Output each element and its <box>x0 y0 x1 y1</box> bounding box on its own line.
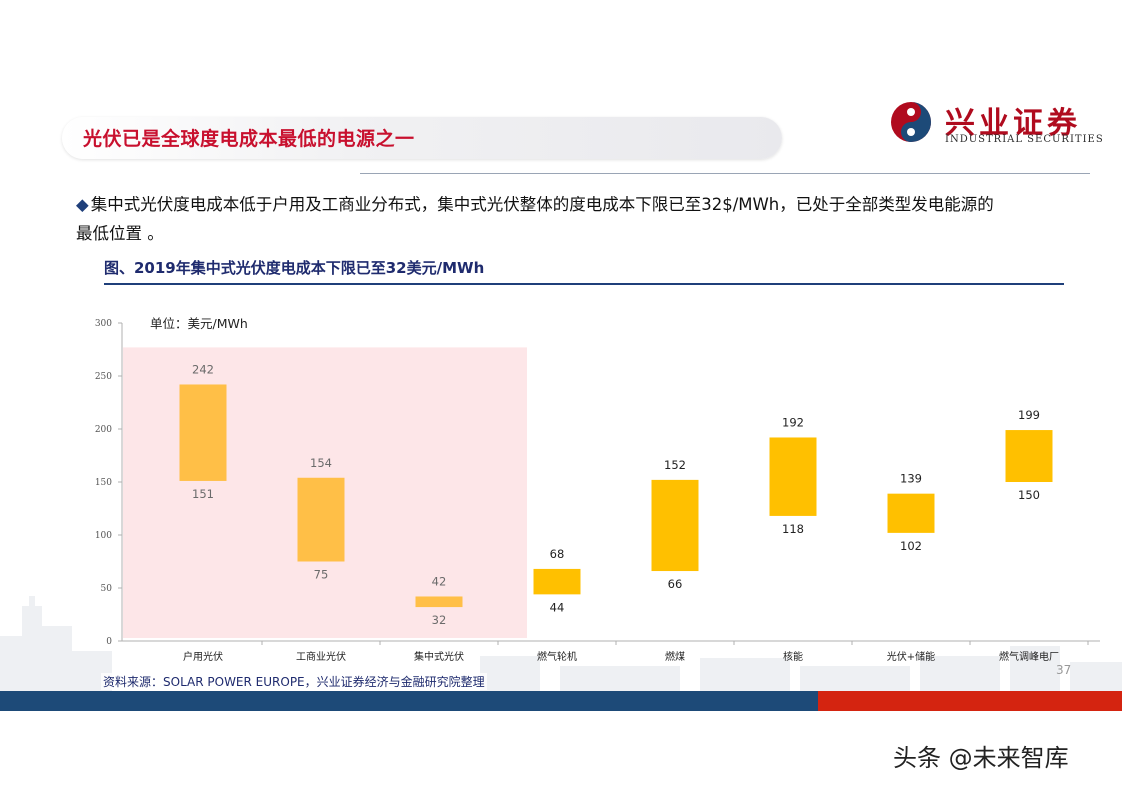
footer-band-red <box>818 691 1122 711</box>
range-bar <box>415 596 463 608</box>
x-category-label: 工商业光伏 <box>296 650 346 663</box>
data-label-high: 154 <box>310 456 332 470</box>
unit-label: 单位：美元/MWh <box>150 316 248 331</box>
data-label-low: 75 <box>314 568 329 582</box>
x-category-label: 燃气轮机 <box>537 650 577 663</box>
footer-band-blue <box>0 691 818 711</box>
data-label-low: 32 <box>432 613 447 627</box>
data-label-high: 199 <box>1018 408 1040 422</box>
range-bar <box>179 384 227 481</box>
data-label-low: 66 <box>668 577 683 591</box>
x-category-label: 户用光伏 <box>183 650 223 663</box>
data-label-low: 102 <box>900 539 922 553</box>
range-bar <box>533 568 581 595</box>
y-tick-label: 250 <box>95 372 112 382</box>
y-tick-label: 0 <box>106 637 112 647</box>
watermark: 头条 @未来智库 <box>893 744 1069 772</box>
data-label-high: 42 <box>432 574 447 588</box>
bullet-text: 集中式光伏度电成本低于户用及工商业分布式，集中式光伏整体的度电成本下限已至32$… <box>76 195 994 243</box>
x-category-label: 集中式光伏 <box>414 650 464 663</box>
page-title: 光伏已是全球度电成本最低的电源之一 <box>83 128 415 150</box>
range-bar <box>651 479 699 572</box>
data-label-low: 44 <box>550 600 565 614</box>
range-bar <box>297 477 345 562</box>
data-label-low: 150 <box>1018 488 1040 502</box>
range-bar <box>769 437 817 516</box>
diamond-bullet-icon: ◆ <box>76 195 89 214</box>
data-label-high: 68 <box>550 547 565 561</box>
logo-text-en: INDUSTRIAL SECURITIES <box>945 134 1104 145</box>
x-category-label: 燃气调峰电厂 <box>999 650 1059 663</box>
page-number: 37 <box>1056 663 1072 677</box>
data-label-low: 118 <box>782 522 804 536</box>
data-label-low: 151 <box>192 487 214 501</box>
range-bar-chart: 0 50 100 150 200 250 300 单位：美元/MWh 242 151 户用光伏 154… <box>95 316 1100 663</box>
city-skyline-decoration <box>0 596 1122 692</box>
bullet-point: ◆ 集中式光伏度电成本低于户用及工商业分布式，集中式光伏整体的度电成本下限已至32… <box>76 190 996 248</box>
figure-title: 图、2019年集中式光伏度电成本下限已至32美元/MWh <box>104 259 485 277</box>
data-label-high: 242 <box>192 362 214 376</box>
y-tick-label: 200 <box>95 425 112 435</box>
y-tick-label: 100 <box>95 531 112 541</box>
figure-title-rule <box>104 283 1064 285</box>
title-banner <box>62 117 782 159</box>
range-bar <box>1005 430 1053 482</box>
x-category-label: 光伏+储能 <box>887 650 935 663</box>
source-note: 资料来源：SOLAR POWER EUROPE，兴业证券经济与金融研究院整理 <box>101 673 487 690</box>
data-label-high: 152 <box>664 458 686 472</box>
range-bar <box>887 493 935 533</box>
logo-text-cn: 兴业证券 <box>945 106 1081 141</box>
logo-icon <box>891 102 931 142</box>
data-label-high: 192 <box>782 415 804 429</box>
y-tick-label: 50 <box>101 584 113 594</box>
y-tick-label: 150 <box>95 478 112 488</box>
x-category-label: 核能 <box>783 650 803 663</box>
header-divider <box>360 173 1090 174</box>
data-label-high: 139 <box>900 472 922 486</box>
y-tick-label: 300 <box>95 319 112 329</box>
logo-emblem <box>891 102 931 142</box>
x-category-label: 燃煤 <box>665 650 685 663</box>
